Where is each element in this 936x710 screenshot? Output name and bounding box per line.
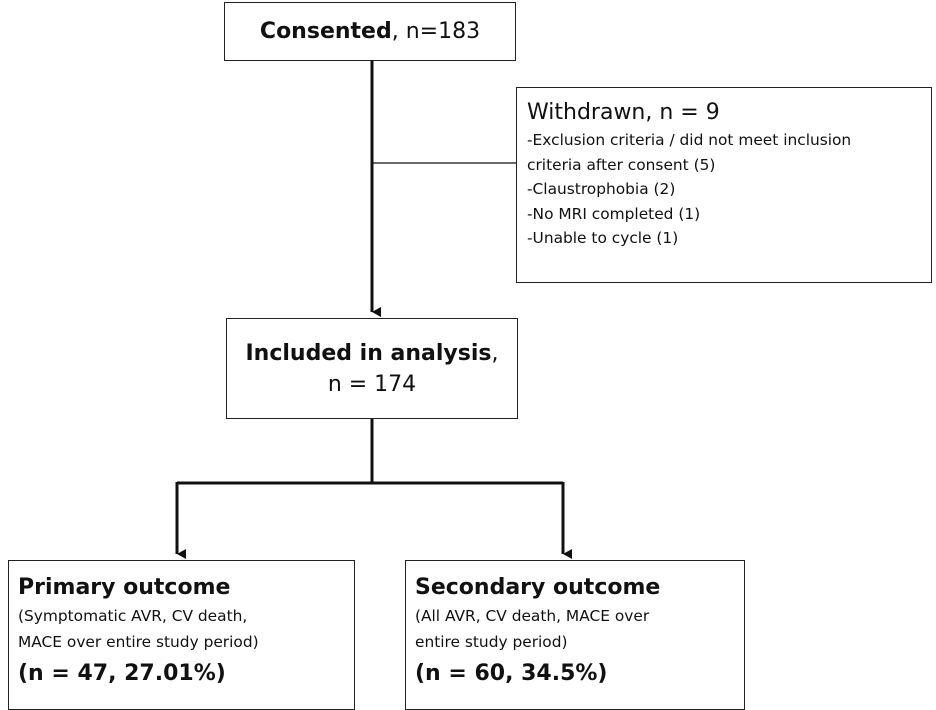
primary-outcome-box: Primary outcome (Symptomatic AVR, CV dea… [8, 560, 355, 710]
consented-count: , n=183 [391, 19, 481, 44]
secondary-outcome-title: Secondary outcome [415, 575, 661, 600]
secondary-outcome-box: Secondary outcome (All AVR, CV death, MA… [405, 560, 745, 710]
primary-outcome-description: MACE over entire study period) [18, 632, 259, 651]
secondary-outcome-description: (All AVR, CV death, MACE over [415, 607, 650, 625]
included-label: Included in analysis [245, 340, 492, 366]
primary-outcome-description: (Symptomatic AVR, CV death, [18, 607, 248, 625]
included-label-suffix: , [491, 340, 499, 366]
primary-outcome-result: (n = 47, 27.01%) [18, 661, 226, 686]
secondary-outcome-description: entire study period) [415, 632, 568, 651]
withdrawn-reason: -Claustrophobia (2) [527, 180, 676, 199]
included-box: Included in analysis, n = 174 [226, 318, 518, 419]
withdrawn-title: Withdrawn, n = 9 [527, 100, 720, 125]
withdrawn-reason: criteria after consent (5) [527, 155, 716, 174]
consented-box: Consented, n=183 [224, 2, 516, 61]
withdrawn-box: Withdrawn, n = 9 -Exclusion criteria / d… [516, 87, 932, 283]
withdrawn-reason: -Exclusion criteria / did not meet inclu… [527, 131, 852, 149]
consented-label: Consented [259, 19, 392, 44]
included-count: n = 174 [327, 371, 417, 397]
primary-outcome-title: Primary outcome [18, 575, 231, 600]
secondary-outcome-result: (n = 60, 34.5%) [415, 661, 608, 686]
withdrawn-reason: -Unable to cycle (1) [527, 229, 679, 248]
withdrawn-reason: -No MRI completed (1) [527, 204, 701, 223]
